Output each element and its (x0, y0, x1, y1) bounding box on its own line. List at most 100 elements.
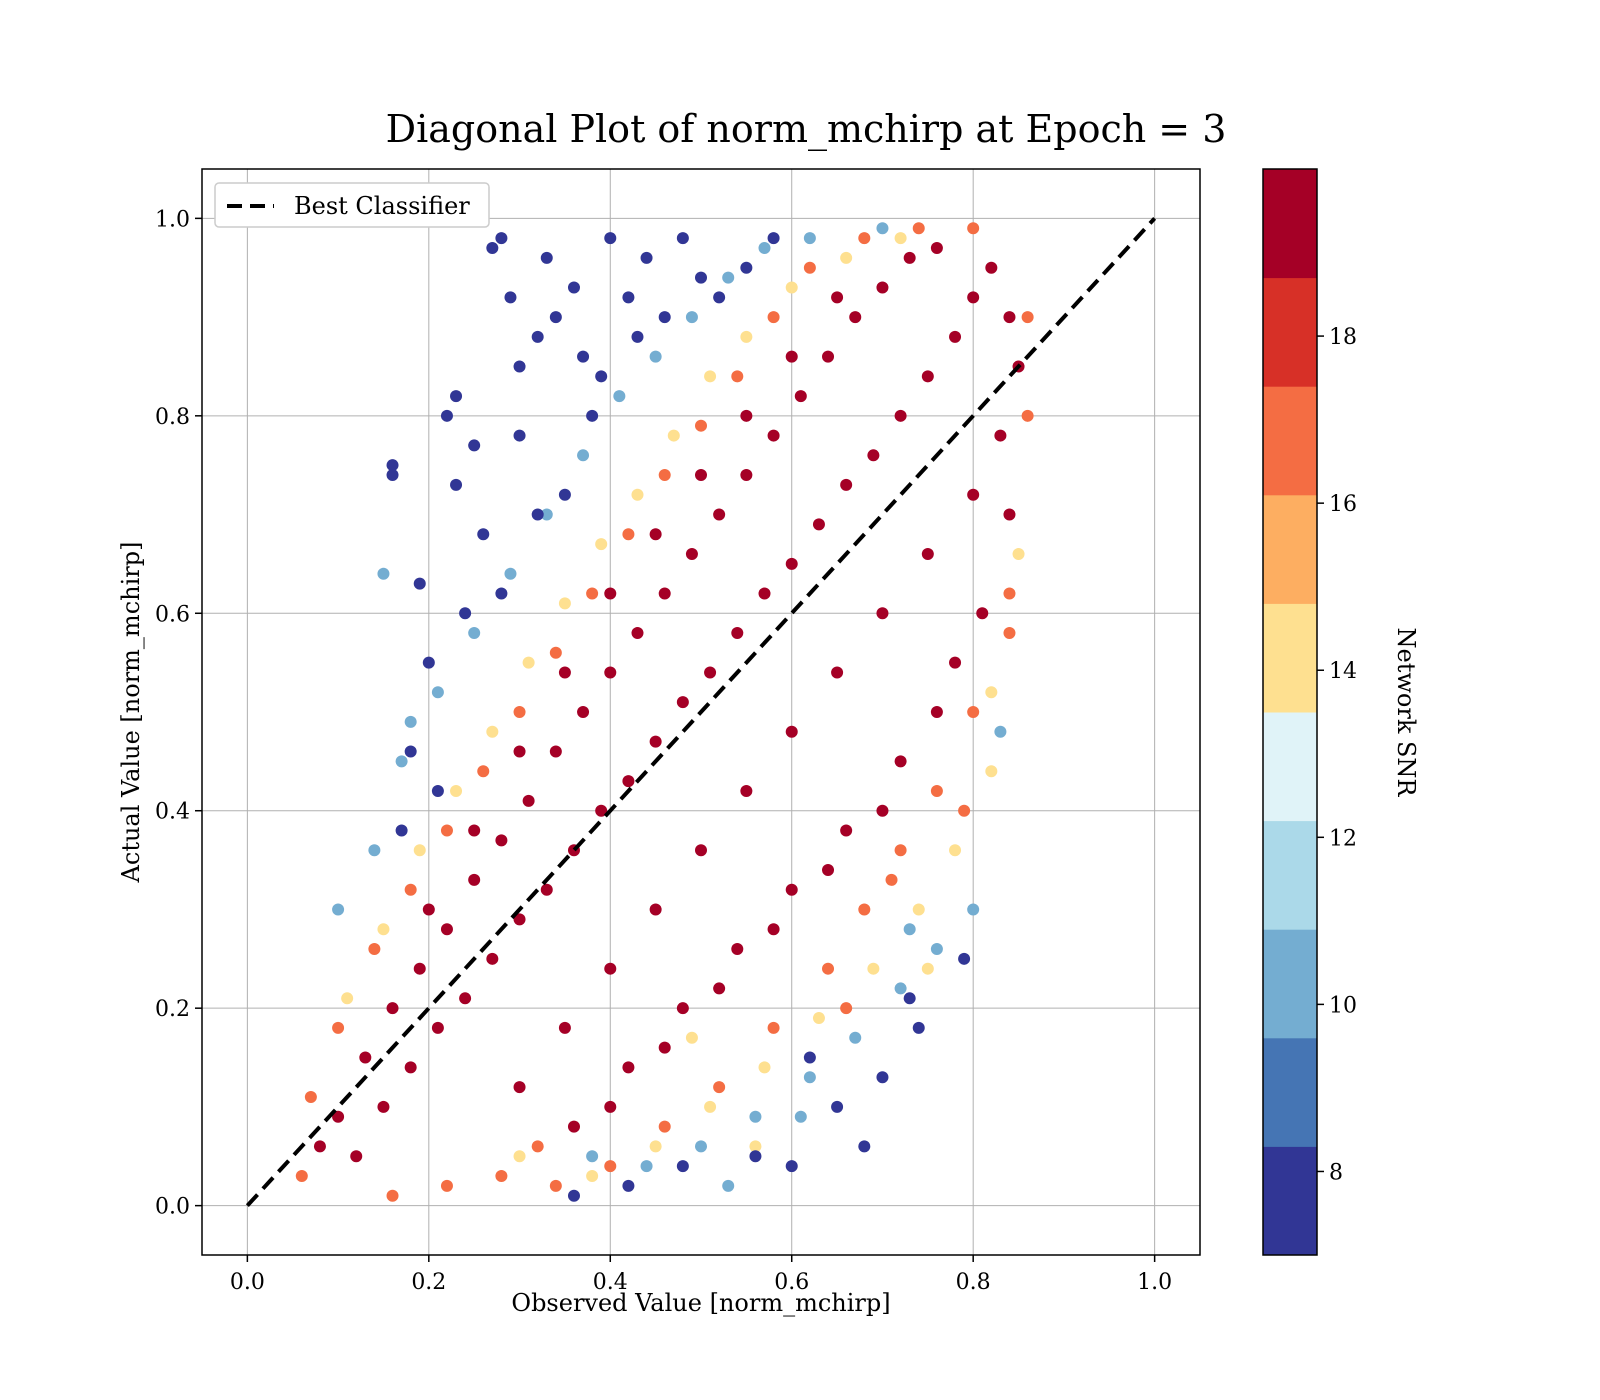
colorbar-ticks: 8 10 12 14 16 18 (1317, 325, 1357, 1185)
scatter-point (386, 1002, 399, 1015)
scatter-point (640, 1160, 653, 1173)
scatter-point (867, 962, 880, 975)
scatter-point (903, 923, 916, 936)
scatter-point (395, 824, 408, 837)
scatter-point (876, 222, 889, 235)
scatter-point (450, 390, 463, 403)
scatter-point (549, 646, 562, 659)
scatter-point (949, 656, 962, 669)
x-axis-ticks: 0.0 0.2 0.4 0.6 0.8 1.0 (230, 1255, 1172, 1295)
scatter-point (994, 725, 1007, 738)
scatter-point (758, 241, 771, 254)
scatter-point (631, 488, 644, 501)
scatter-point (876, 281, 889, 294)
scatter-point (785, 350, 798, 363)
scatter-point (540, 251, 553, 264)
colorbar-bin (1263, 386, 1317, 496)
scatter-point (486, 952, 499, 965)
scatter-point (894, 232, 907, 245)
scatter-point (622, 1179, 635, 1192)
x-tick-label: 0.8 (956, 1270, 991, 1295)
colorbar-label: Network SNR (1392, 628, 1420, 798)
scatter-point (767, 232, 780, 245)
scatter-point (495, 834, 508, 847)
scatter-point (586, 587, 599, 600)
scatter-point (350, 1150, 363, 1163)
scatter-point (930, 942, 943, 955)
scatter-point (695, 419, 707, 432)
scatter-point (903, 251, 916, 264)
scatter-point (731, 942, 744, 955)
scatter-point (431, 784, 444, 797)
scatter-point (549, 1179, 562, 1192)
y-tick-label: 0.0 (155, 1195, 190, 1220)
colorbar-bin (1263, 494, 1317, 604)
scatter-point (604, 1160, 617, 1173)
scatter-point (631, 627, 644, 640)
scatter-point (695, 1140, 707, 1153)
x-tick-label: 0.6 (774, 1270, 809, 1295)
scatter-point (785, 725, 798, 738)
scatter-point (994, 429, 1007, 442)
scatter-point (513, 429, 526, 442)
scatter-point (767, 429, 780, 442)
x-tick-label: 1.0 (1137, 1270, 1172, 1295)
scatter-point (803, 1071, 816, 1084)
scatter-point (468, 439, 481, 452)
scatter-point (386, 469, 399, 482)
scatter-point (586, 1170, 599, 1183)
scatter-point (713, 508, 726, 521)
scatter-point (649, 735, 662, 748)
scatter-point (704, 370, 717, 383)
colorbar-bin (1263, 820, 1317, 930)
scatter-point (949, 844, 962, 857)
scatter-point (440, 923, 453, 936)
y-axis-ticks: 0.0 0.2 0.4 0.6 0.8 1.0 (155, 207, 202, 1220)
scatter-point (930, 241, 943, 254)
scatter-point (867, 449, 880, 462)
scatter-point (676, 696, 689, 709)
scatter-point (586, 1150, 599, 1163)
scatter-point (658, 469, 671, 482)
scatter-point (985, 686, 998, 699)
scatter-point (431, 686, 444, 699)
scatter-point (1003, 508, 1016, 521)
x-axis-label: Observed Value [norm_mchirp] (511, 1289, 890, 1317)
scatter-point (967, 488, 980, 501)
y-tick-label: 0.8 (155, 405, 190, 430)
scatter-point (967, 706, 980, 718)
scatter-point (685, 1031, 698, 1044)
scatter-point (785, 557, 798, 570)
scatter-point (894, 982, 907, 995)
scatter-point (422, 656, 435, 669)
colorbar-bin (1263, 1037, 1317, 1147)
colorbar (1263, 169, 1317, 1256)
scatter-point (740, 261, 753, 274)
scatter-point (631, 330, 644, 343)
scatter-point (577, 706, 590, 718)
scatter-point (858, 1140, 871, 1153)
scatter-point (785, 883, 798, 896)
scatter-point (558, 488, 571, 501)
scatter-point (1012, 548, 1025, 561)
scatter-point (522, 656, 535, 669)
scatter-point (976, 607, 989, 620)
scatter-point (649, 528, 662, 541)
scatter-point (949, 330, 962, 343)
x-tick-label: 0.2 (411, 1270, 446, 1295)
scatter-point (731, 627, 744, 640)
scatter-point (731, 370, 744, 383)
colorbar-tick-label: 14 (1329, 659, 1357, 684)
scatter-point (894, 844, 907, 857)
scatter-point (622, 291, 635, 304)
scatter-point (695, 271, 707, 284)
scatter-point (758, 1061, 771, 1074)
scatter-point (713, 291, 726, 304)
scatter-point (903, 992, 916, 1005)
colorbar-bin (1263, 712, 1317, 822)
colorbar-tick-label: 10 (1329, 993, 1357, 1018)
scatter-point (295, 1170, 308, 1183)
scatter-point (332, 1021, 345, 1034)
scatter-point (840, 478, 853, 491)
scatter-point (540, 883, 553, 896)
